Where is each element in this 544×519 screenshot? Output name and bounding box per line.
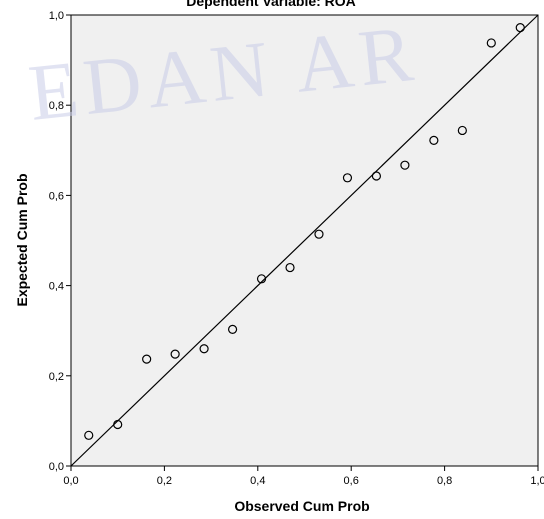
- x-axis-ticks: 0,0 0,2 0,4 0,6 0,8 1,0: [63, 466, 544, 487]
- data-point-12: [400, 160, 410, 170]
- y-tick-label: 0,0: [49, 461, 64, 473]
- chart-title: Dependent Variable: ROA: [186, 0, 356, 9]
- x-tick-label: 0,4: [250, 475, 265, 487]
- data-point-10: [342, 173, 353, 183]
- data-point-7: [256, 274, 267, 284]
- data-point-11: [371, 171, 382, 181]
- data-point-3: [142, 354, 152, 364]
- y-tick-label: 0,6: [49, 190, 64, 202]
- y-tick-label: 0,2: [49, 371, 64, 383]
- data-point-16: [515, 23, 525, 33]
- x-tick-label: 0,6: [344, 475, 359, 487]
- data-point-5: [199, 344, 209, 354]
- data-point-4: [170, 349, 180, 359]
- x-tick-label: 1,0: [530, 475, 544, 487]
- data-point-14: [457, 125, 467, 136]
- data-point-13: [429, 135, 439, 145]
- y-axis-title: Expected Cum Prob: [14, 173, 30, 306]
- x-axis-title: Observed Cum Prob: [234, 498, 369, 514]
- y-tick-label: 1,0: [49, 10, 64, 22]
- data-point-1: [84, 430, 94, 440]
- data-points: [84, 23, 525, 440]
- data-point-6: [227, 324, 238, 334]
- data-point-15: [486, 38, 496, 48]
- data-point-9: [314, 229, 324, 239]
- x-tick-label: 0,8: [437, 475, 452, 487]
- y-tick-label: 0,8: [49, 100, 64, 112]
- y-axis-ticks: 0,0 0,2 0,4 0,6 0,8 1,0: [49, 10, 71, 473]
- x-tick-label: 0,0: [63, 475, 78, 487]
- data-point-2: [113, 419, 123, 430]
- x-tick-label: 0,2: [157, 475, 172, 487]
- y-tick-label: 0,4: [49, 281, 64, 293]
- data-point-8: [285, 262, 295, 273]
- reference-line: [70, 14, 539, 467]
